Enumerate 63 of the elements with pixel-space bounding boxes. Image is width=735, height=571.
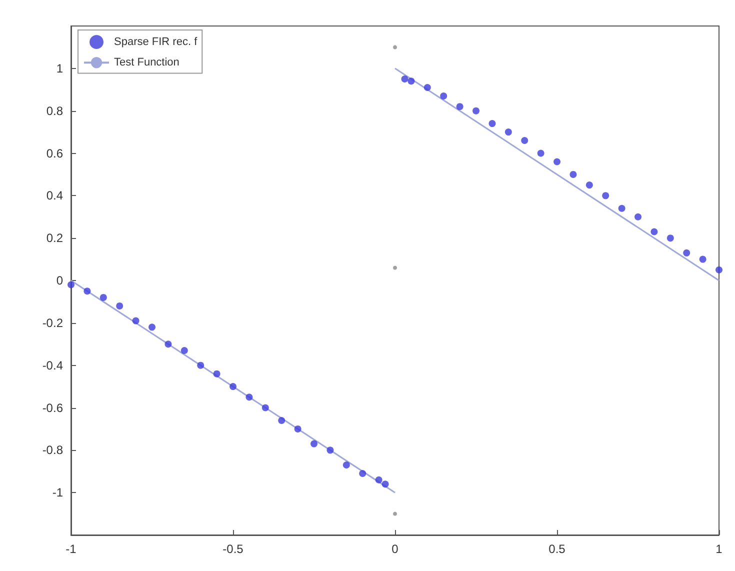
point: [197, 362, 204, 369]
point: [504, 128, 512, 136]
point: [116, 302, 124, 310]
point: [84, 288, 91, 295]
point: [68, 281, 74, 288]
point: [699, 256, 706, 263]
y-tick-label: 0.2: [46, 231, 64, 246]
point: [440, 92, 448, 100]
y-tick-label: -0.2: [42, 316, 64, 330]
point: [310, 440, 318, 448]
point: [100, 294, 107, 301]
point: [393, 512, 397, 516]
point: [634, 213, 642, 220]
point: [570, 170, 577, 178]
point: [382, 480, 389, 488]
x-tick-label: -0.5: [222, 542, 244, 556]
point: [537, 150, 544, 157]
point: [683, 249, 690, 256]
point: [180, 346, 188, 354]
point: [456, 103, 464, 110]
point: [666, 234, 674, 242]
point: [246, 394, 253, 401]
point: [294, 425, 302, 432]
y-tick-label: 0.6: [46, 146, 64, 160]
point: [230, 383, 236, 390]
y-tick-label: 0.8: [46, 104, 64, 118]
point: [359, 470, 366, 477]
point: [488, 120, 496, 128]
point: [278, 416, 286, 424]
point: [650, 228, 658, 236]
point: [521, 137, 528, 144]
x-tick-label: -1: [66, 542, 77, 556]
point: [375, 476, 382, 484]
point: [408, 78, 415, 85]
y-tick-label: -0.8: [42, 443, 64, 458]
point: [148, 324, 156, 331]
point: [618, 204, 626, 212]
y-tick-label: -1: [52, 486, 64, 500]
legend-label: Test Function: [114, 56, 180, 69]
y-tick-label: 0.4: [46, 188, 64, 203]
point: [213, 370, 220, 378]
point: [393, 266, 397, 270]
point: [342, 462, 350, 469]
point: [262, 404, 269, 412]
point: [326, 446, 334, 454]
point: [602, 192, 610, 200]
y-tick-label: -0.4: [42, 358, 64, 372]
point: [424, 84, 431, 91]
point: [554, 158, 560, 166]
x-tick-label: 0.5: [548, 542, 566, 556]
x-tick-label: 1: [716, 542, 723, 556]
y-tick-label: -0.6: [42, 400, 64, 415]
point: [132, 317, 140, 324]
point: [401, 76, 408, 83]
y-tick-label: 0: [56, 274, 64, 288]
y-tick-label: 1: [56, 61, 64, 76]
point: [472, 107, 480, 114]
point: [164, 340, 172, 348]
point: [393, 45, 397, 50]
point: [716, 266, 722, 274]
x-tick-label: 0: [392, 542, 399, 556]
point: [586, 182, 593, 189]
legend-label: Sparse FIR rec. f: [114, 36, 198, 48]
